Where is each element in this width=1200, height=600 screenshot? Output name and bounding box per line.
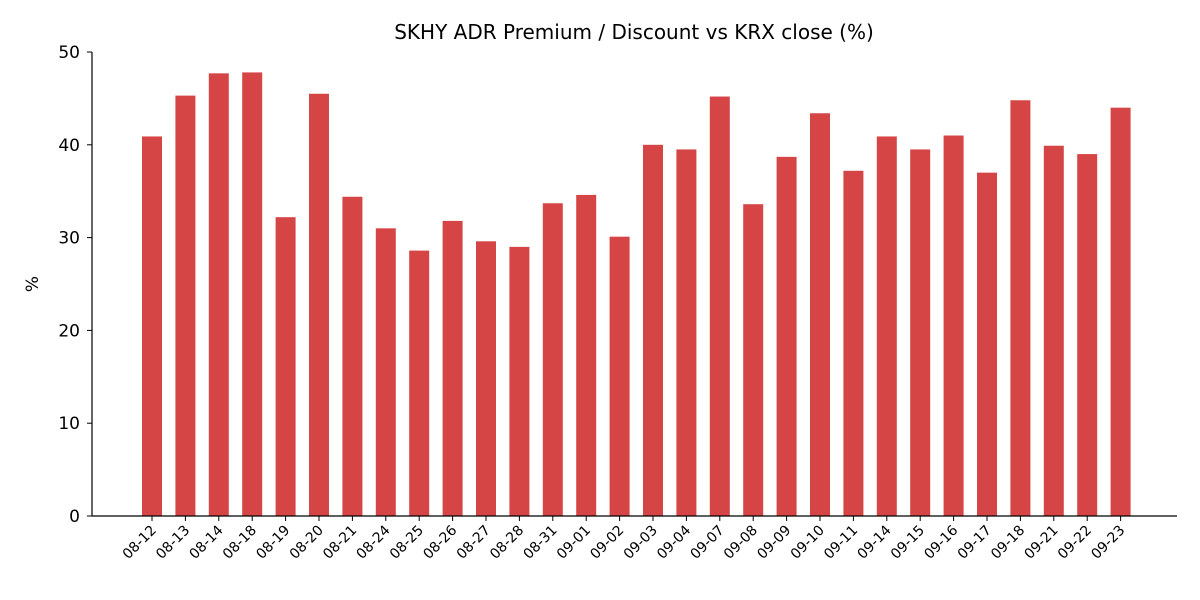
x-tick-label: 08-13 [153,523,193,563]
bar-09-01 [576,194,597,516]
y-axis-ticks: 0 10 20 30 40 50 [58,43,92,527]
x-tick-label: 08-19 [253,523,293,563]
y-tick-label: 50 [58,43,80,63]
bar-09-18 [1010,100,1031,516]
x-tick-label: 09-09 [754,523,794,563]
x-tick-label: 09-10 [788,523,828,563]
x-tick-label: 09-11 [821,523,861,563]
bar-08-31 [542,203,563,516]
x-tick-label: 09-22 [1055,523,1095,563]
bar-09-08 [743,204,764,516]
bar-08-28 [509,246,530,516]
x-tick-label: 09-15 [888,523,928,563]
bar-08-21 [342,196,363,516]
y-tick-label: 20 [58,321,80,341]
bar-08-12 [142,136,162,516]
x-tick-label: 08-21 [320,523,360,563]
x-tick-label: 09-08 [721,523,761,563]
x-tick-label: 08-24 [354,522,394,562]
bar-09-11 [843,170,864,516]
y-tick-label: 0 [69,507,80,527]
x-tick-label: 09-21 [1022,523,1062,563]
x-axis-ticks: 08-1208-1308-1408-1808-1908-2008-2108-24… [120,516,1128,563]
x-tick-label: 09-17 [955,523,995,563]
y-tick-label: 10 [58,414,80,434]
bars-group [142,72,1131,517]
bar-09-09 [776,156,797,517]
bar-09-22 [1077,154,1098,516]
bar-08-27 [476,241,496,516]
bar-08-19 [275,217,296,516]
bar-08-24 [375,228,396,516]
x-tick-label: 09-02 [587,523,627,563]
x-tick-label: 09-23 [1088,523,1128,563]
bar-09-07 [709,96,730,516]
x-tick-label: 09-16 [921,522,961,562]
x-tick-label: 09-07 [688,523,728,563]
x-tick-label: 08-18 [220,523,260,563]
chart-title: SKHY ADR Premium / Discount vs KRX close… [394,20,874,44]
x-tick-label: 08-12 [120,523,160,563]
bar-08-20 [309,93,329,516]
bar-08-26 [442,220,463,516]
x-tick-label: 08-31 [521,523,561,563]
x-tick-label: 09-04 [654,522,694,562]
x-tick-label: 09-03 [621,523,661,563]
bar-09-23 [1110,107,1131,517]
bar-09-14 [876,136,897,516]
bar-08-14 [208,73,229,516]
y-tick-label: 40 [58,136,80,156]
x-tick-label: 08-28 [487,523,527,563]
x-tick-label: 09-14 [855,522,895,562]
bar-09-15 [910,149,931,516]
bar-09-10 [810,113,830,516]
x-tick-label: 08-25 [387,523,427,563]
bar-09-03 [643,144,663,517]
y-axis-label: % [23,276,43,292]
bar-08-25 [409,250,430,516]
bar-09-16 [943,135,964,516]
bar-08-18 [242,72,263,517]
x-tick-label: 09-01 [554,523,594,563]
bar-09-02 [609,236,630,517]
bar-09-21 [1043,145,1064,517]
x-tick-label: 08-20 [287,523,327,563]
y-tick-label: 30 [58,229,80,249]
x-tick-label: 08-27 [454,523,494,563]
x-tick-label: 08-14 [187,522,227,562]
bar-09-04 [676,149,697,516]
bar-08-13 [175,95,196,517]
bar-09-17 [977,172,997,516]
x-tick-label: 09-18 [988,523,1028,563]
x-tick-label: 08-26 [420,522,460,562]
